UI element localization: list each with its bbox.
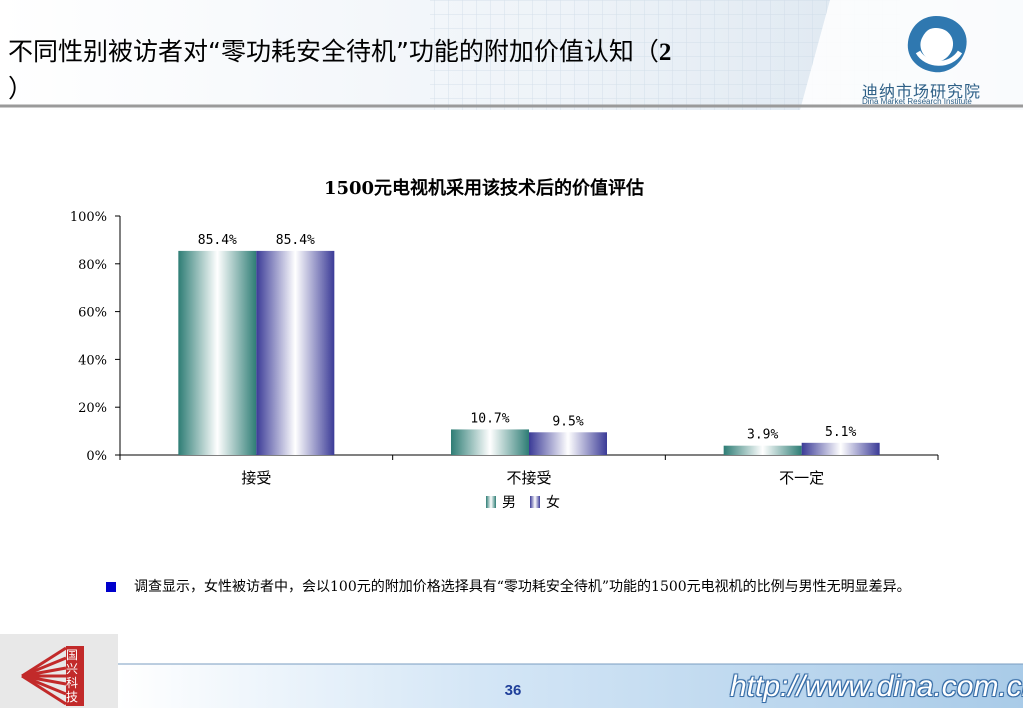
slide-header: 不同性别被访者对“零功耗安全待机”功能的附加价值认知（2） 迪纳市场研究院 Di… — [0, 0, 1023, 110]
data-label: 5.1% — [825, 425, 856, 440]
chart-legend: 男女 — [486, 494, 560, 511]
bar-男 — [178, 250, 257, 455]
x-category-label: 接受 — [241, 469, 271, 487]
legend-label: 男 — [502, 495, 516, 511]
chart-data-labels: 85.4% 85.4% 10.7% 9.5% 3.9% 5.1% — [198, 233, 857, 443]
x-category-label: 不一定 — [779, 469, 824, 487]
bar-女 — [256, 250, 335, 455]
bar-chart: 1500元电视机采用该技术后的价值评估 0% 20% 40% 60% 80% 100% 接受… — [70, 177, 939, 511]
x-category-label: 不接受 — [506, 469, 551, 487]
legend-label: 女 — [546, 494, 560, 511]
badge-text: 国兴科技 — [66, 648, 79, 704]
chart-axes: 0% 20% 40% 60% 80% 100% 接受 不接受 不一定 — [70, 210, 939, 487]
legend-swatch-女 — [530, 496, 540, 508]
bar-女 — [529, 432, 607, 455]
bar-男 — [451, 429, 529, 455]
footer-background — [0, 634, 1023, 708]
y-tick-label: 20% — [78, 401, 107, 416]
data-label: 85.4% — [276, 233, 315, 248]
data-label: 85.4% — [198, 233, 237, 248]
bar-男 — [723, 445, 802, 455]
y-tick-label: 0% — [86, 449, 107, 464]
dina-logo-icon — [907, 16, 967, 73]
website-url[interactable]: http://www.dina.com.cn — [730, 670, 1023, 703]
chart-bars — [178, 250, 880, 455]
page-number: 36 — [504, 682, 522, 699]
logo-subtitle: Dina Market Research Institute — [862, 97, 972, 106]
logo-name: 迪纳市场研究院 — [862, 82, 982, 101]
chart-title: 1500元电视机采用该技术后的价值评估 — [324, 177, 644, 199]
y-tick-label: 100% — [70, 210, 107, 225]
data-label: 3.9% — [747, 428, 778, 443]
slide-footer: 国兴科技 — [0, 630, 1023, 708]
y-tick-label: 80% — [78, 258, 107, 273]
bullet-square-icon — [106, 582, 116, 592]
bar-女 — [801, 442, 880, 455]
y-tick-label: 40% — [78, 353, 107, 368]
data-label: 9.5% — [552, 414, 583, 429]
legend-swatch-男 — [486, 496, 496, 508]
page-title: 不同性别被访者对“零功耗安全待机”功能的附加价值认知（2） — [8, 37, 672, 103]
summary-text: 调查显示，女性被访者中，会以100元的附加价格选择具有“零功耗安全待机”功能的1… — [134, 579, 911, 595]
y-tick-label: 60% — [78, 306, 107, 321]
data-label: 10.7% — [470, 411, 509, 426]
guoxing-badge-icon — [21, 646, 84, 706]
